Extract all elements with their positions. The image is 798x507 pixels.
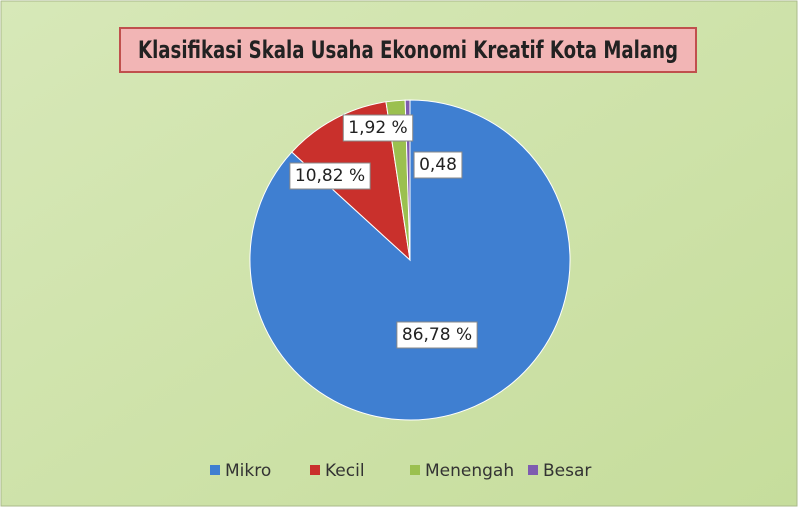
data-label-box [289,162,371,190]
data-label-box [413,151,463,179]
legend-label: Menengah [425,461,514,481]
legend-swatch [410,465,420,475]
legend-label: Mikro [225,461,271,481]
chart-title: Klasifikasi Skala Usaha Ekonomi Kreatif … [138,36,678,64]
data-label: 0,48 [419,155,457,175]
data-label: 86,78 % [402,325,472,345]
legend-label: Besar [543,461,591,481]
legend-swatch [210,465,220,475]
data-label: 10,82 % [295,166,365,186]
data-label-box [342,114,414,142]
legend-swatch [528,465,538,475]
legend-swatch [310,465,320,475]
legend-label: Kecil [325,461,365,481]
title-box [119,27,697,73]
data-label: 1,92 % [348,118,407,138]
data-label-box [396,321,478,349]
